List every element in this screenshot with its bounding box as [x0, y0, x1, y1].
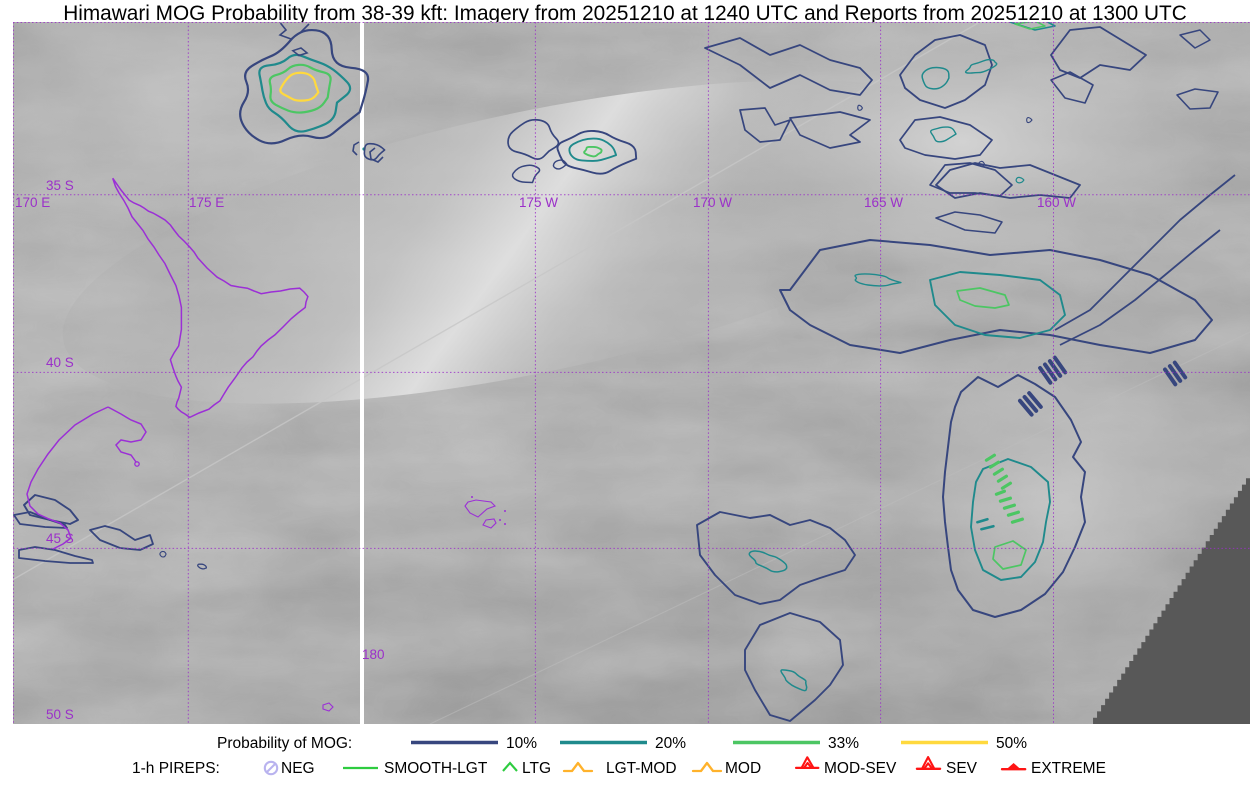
svg-text:SEV: SEV	[946, 760, 978, 777]
svg-text:LTG: LTG	[522, 760, 551, 777]
svg-text:20%: 20%	[655, 735, 686, 752]
svg-text:Probability of MOG:: Probability of MOG:	[217, 735, 352, 752]
svg-text:MOD: MOD	[725, 760, 761, 777]
svg-text:175 W: 175 W	[519, 195, 558, 210]
svg-text:EXTREME: EXTREME	[1031, 760, 1106, 777]
svg-text:160 W: 160 W	[1037, 195, 1076, 210]
svg-text:170 W: 170 W	[693, 195, 732, 210]
svg-text:170 E: 170 E	[15, 195, 50, 210]
svg-text:45 S: 45 S	[46, 531, 74, 546]
svg-text:1-h PIREPS:: 1-h PIREPS:	[132, 760, 220, 777]
svg-text:180: 180	[362, 647, 385, 662]
svg-text:50%: 50%	[996, 735, 1027, 752]
svg-text:NEG: NEG	[281, 760, 315, 777]
svg-text:MOD-SEV: MOD-SEV	[824, 760, 897, 777]
svg-text:LGT-MOD: LGT-MOD	[606, 760, 677, 777]
svg-text:40 S: 40 S	[46, 355, 74, 370]
svg-text:SMOOTH-LGT: SMOOTH-LGT	[384, 760, 488, 777]
svg-text:35 S: 35 S	[46, 178, 74, 193]
svg-text:165 W: 165 W	[864, 195, 903, 210]
svg-text:175 E: 175 E	[189, 195, 224, 210]
svg-text:33%: 33%	[828, 735, 859, 752]
svg-text:10%: 10%	[506, 735, 537, 752]
svg-text:50 S: 50 S	[46, 707, 74, 722]
